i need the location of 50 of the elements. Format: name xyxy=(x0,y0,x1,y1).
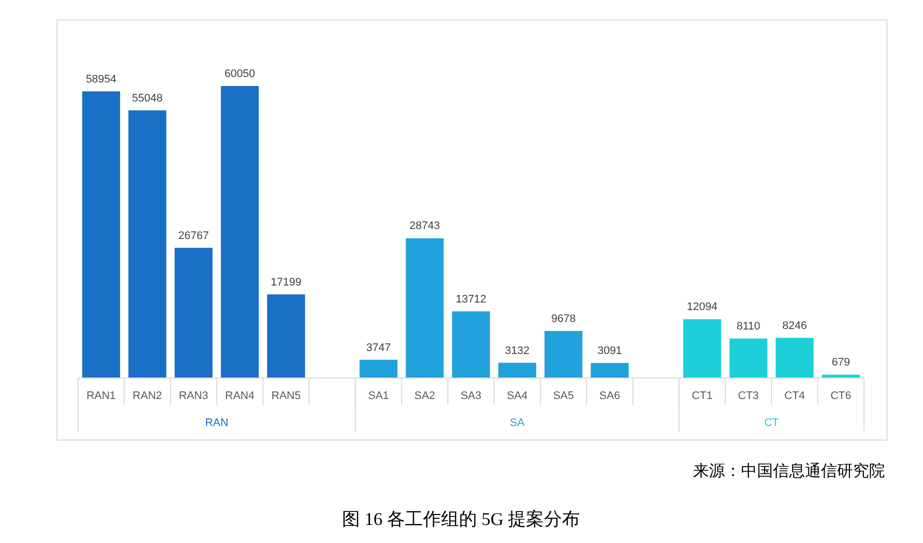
bar xyxy=(729,338,768,378)
bar xyxy=(683,319,722,378)
data-label: 55048 xyxy=(132,92,163,104)
data-label: 3132 xyxy=(504,344,530,357)
bar xyxy=(590,362,629,378)
bar xyxy=(544,330,582,378)
bar xyxy=(452,311,490,378)
bar xyxy=(776,338,814,378)
text: CT xyxy=(764,417,779,429)
data-label: 28743 xyxy=(409,220,440,232)
data-label: 3747 xyxy=(366,342,391,354)
data-label: 17199 xyxy=(270,276,302,288)
data-label: 26767 xyxy=(178,230,209,242)
data-label: 8110 xyxy=(736,320,760,333)
x-tick-label: SA6 xyxy=(599,390,620,402)
bar xyxy=(498,362,536,378)
x-tick-label: RAN1 xyxy=(86,390,116,402)
x-tick-label: SA3 xyxy=(460,390,482,402)
x-tick-label: SA5 xyxy=(553,390,574,402)
data-label: 12094 xyxy=(686,301,718,314)
x-tick-label: CT1 xyxy=(692,390,713,402)
x-tick-label: SA1 xyxy=(368,390,389,402)
x-tick-label: CT6 xyxy=(830,390,852,402)
x-tick-label: SA2 xyxy=(414,390,436,402)
data-label: 60050 xyxy=(224,68,256,80)
x-tick-label: CT4 xyxy=(784,390,806,402)
text: 图 16 各工作组的 5G 提案分布 xyxy=(342,509,580,529)
x-tick-label: RAN2 xyxy=(132,390,162,402)
bar xyxy=(220,86,259,378)
text: SA xyxy=(510,417,526,429)
x-tick-label: CT3 xyxy=(738,390,759,402)
bar xyxy=(360,360,398,378)
x-tick-label: SA4 xyxy=(506,390,528,402)
bar xyxy=(267,294,306,378)
data-label: 9678 xyxy=(551,312,576,325)
bar xyxy=(406,238,444,378)
x-tick-label: RAN4 xyxy=(225,390,254,402)
x-tick-label: RAN3 xyxy=(178,390,208,402)
bar xyxy=(82,91,120,378)
source-note: 来源：中国信息通信研究院 xyxy=(693,462,885,480)
data-label: 13712 xyxy=(456,293,486,306)
text: RAN xyxy=(205,417,228,429)
data-label: 58954 xyxy=(86,73,116,86)
data-label: 8246 xyxy=(782,320,807,332)
bar xyxy=(822,374,860,378)
bar xyxy=(174,248,213,378)
x-tick-label: RAN5 xyxy=(271,390,301,402)
data-label: 679 xyxy=(832,356,850,369)
data-label: 3091 xyxy=(597,344,622,357)
bar xyxy=(128,110,166,378)
